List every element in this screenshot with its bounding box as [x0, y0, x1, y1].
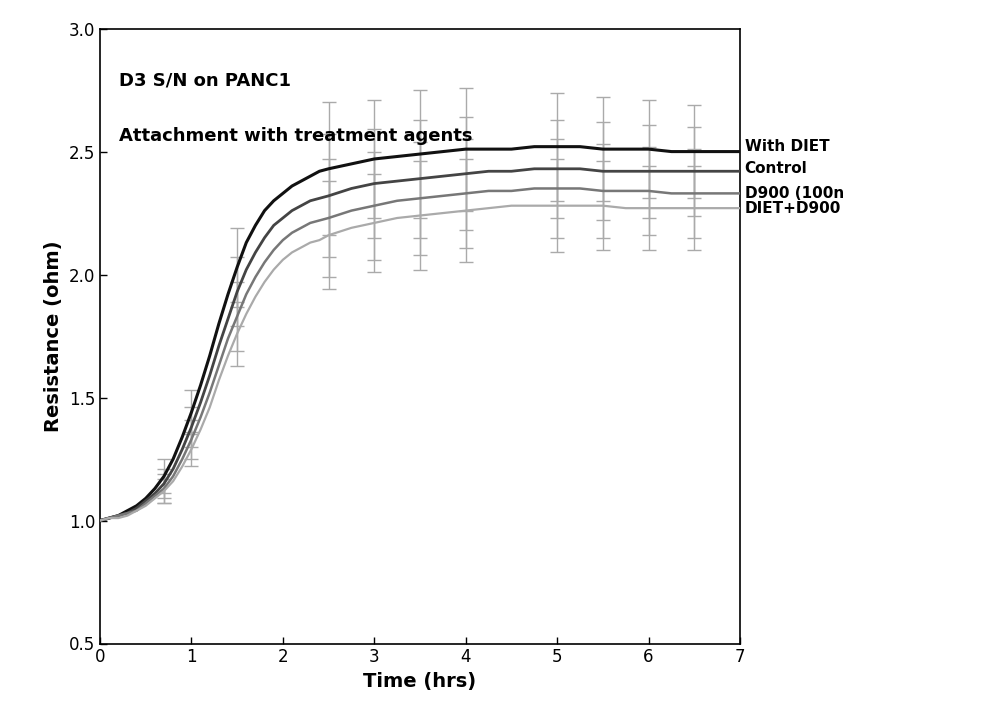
Text: With DIET: With DIET	[745, 139, 829, 154]
Y-axis label: Resistance (ohm): Resistance (ohm)	[44, 240, 63, 432]
X-axis label: Time (hrs): Time (hrs)	[363, 672, 477, 691]
Text: Control: Control	[745, 162, 807, 177]
Text: D900 (100n: D900 (100n	[745, 186, 844, 201]
Text: Attachment with treatment agents: Attachment with treatment agents	[119, 127, 473, 145]
Text: DIET+D900: DIET+D900	[745, 201, 841, 216]
Text: D3 S/N on PANC1: D3 S/N on PANC1	[119, 72, 291, 89]
